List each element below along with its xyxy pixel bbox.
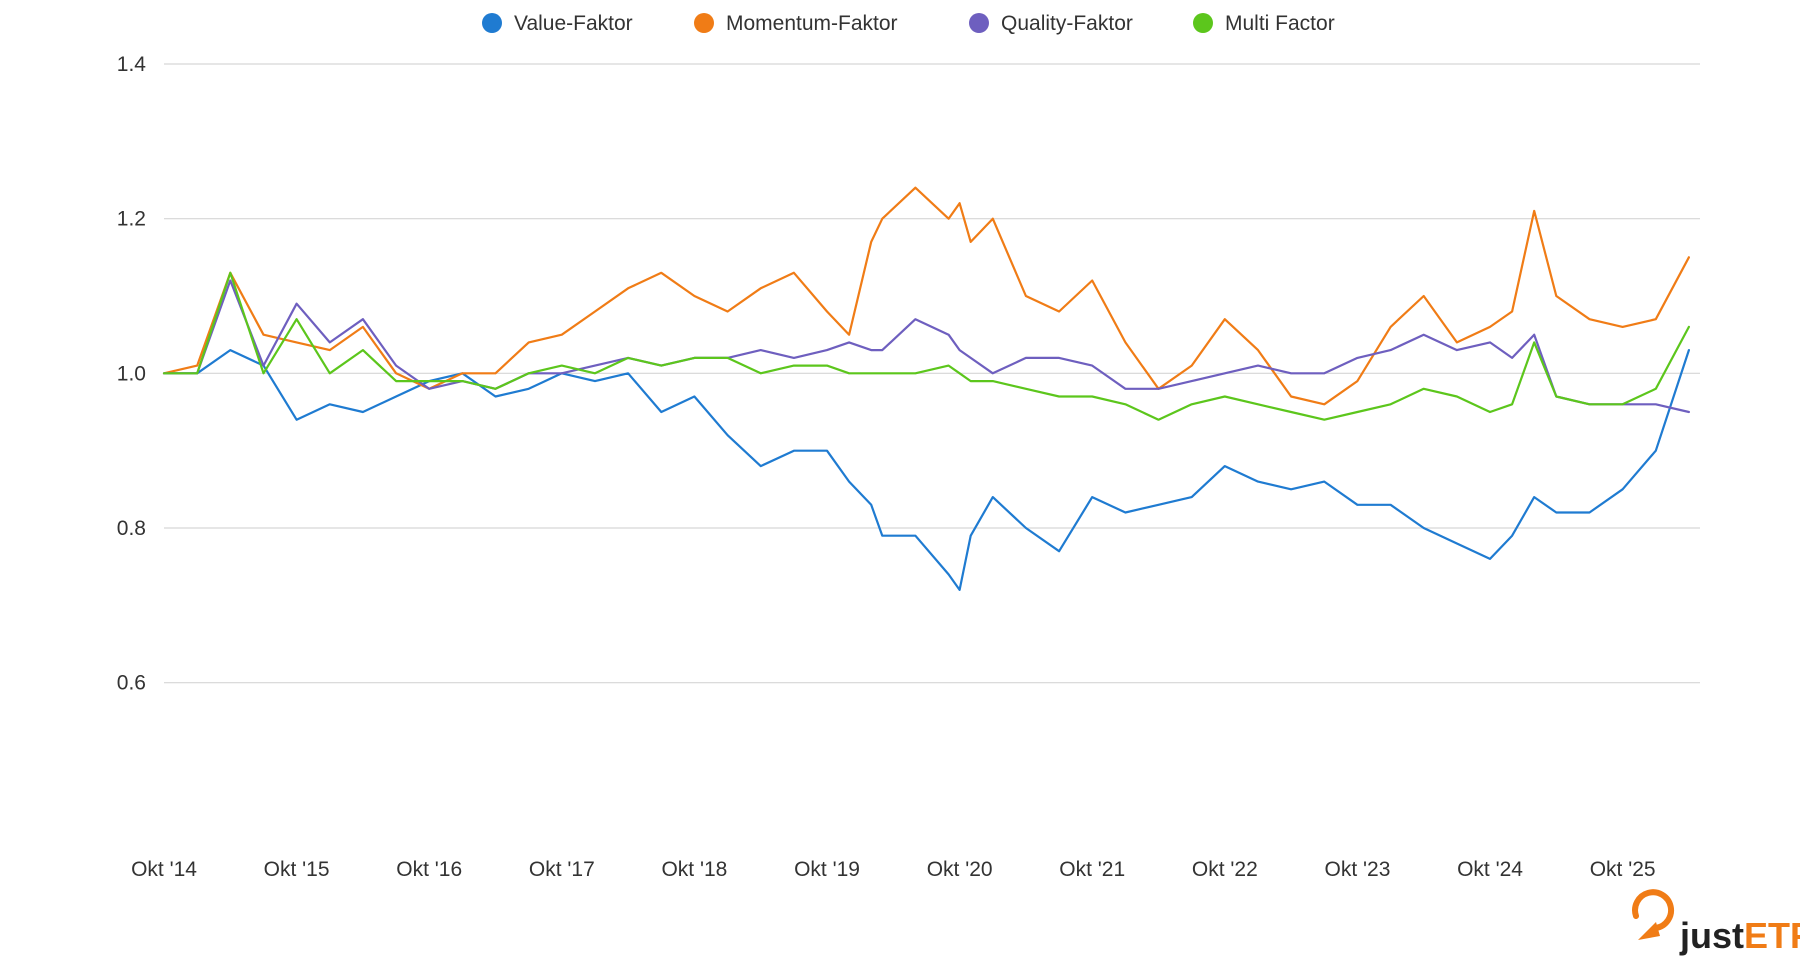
x-tick-label: Okt '22 [1192,858,1258,881]
y-axis-ticks: 1.4 1.2 1.0 0.8 0.6 [117,53,147,695]
y-tick-label: 0.8 [117,517,146,540]
logo-text: justETF [1679,915,1800,956]
y-tick-label: 1.4 [117,53,147,76]
legend-item[interactable]: Value-Faktor [482,12,633,35]
legend-dot-icon [969,13,989,33]
x-tick-label: Okt '17 [529,858,595,881]
x-tick-label: Okt '15 [264,858,330,881]
legend-label: Value-Faktor [514,12,633,35]
series-line [162,279,1691,414]
x-tick-label: Okt '23 [1325,858,1391,881]
gridlines [164,63,1700,684]
logo-text-etf: ETF [1744,915,1800,956]
logo-text-just: just [1679,915,1744,956]
y-tick-label: 0.6 [117,672,146,695]
legend-dot-icon [1193,13,1213,33]
x-tick-label: Okt '24 [1457,858,1523,881]
legend-item[interactable]: Momentum-Faktor [694,12,898,35]
series-lines [162,186,1691,592]
x-tick-label: Okt '14 [131,858,197,881]
legend-label: Quality-Faktor [1001,12,1133,35]
legend-label: Multi Factor [1225,12,1335,35]
x-tick-label: Okt '20 [927,858,993,881]
x-tick-label: Okt '25 [1590,858,1656,881]
series-line [162,349,1691,592]
series-line [162,186,1691,406]
justetf-logo: justETF [1632,889,1800,956]
legend-item[interactable]: Quality-Faktor [969,12,1133,35]
y-tick-label: 1.0 [117,362,146,385]
logo-arrow-icon [1632,889,1675,940]
legend-item[interactable]: Multi Factor [1193,12,1335,35]
x-tick-label: Okt '19 [794,858,860,881]
legend-dot-icon [694,13,714,33]
x-tick-label: Okt '18 [661,858,727,881]
x-axis-ticks: Okt '14 Okt '15 Okt '16 Okt '17 Okt '18 Okt '… [131,858,1656,881]
legend: Value-Faktor Momentum-Faktor Quality-Fakto… [482,12,1335,35]
legend-dot-icon [482,13,502,33]
legend-label: Momentum-Faktor [726,12,898,35]
x-tick-label: Okt '16 [396,858,462,881]
series-line [162,271,1691,421]
x-tick-label: Okt '21 [1059,858,1125,881]
y-tick-label: 1.2 [117,208,146,231]
